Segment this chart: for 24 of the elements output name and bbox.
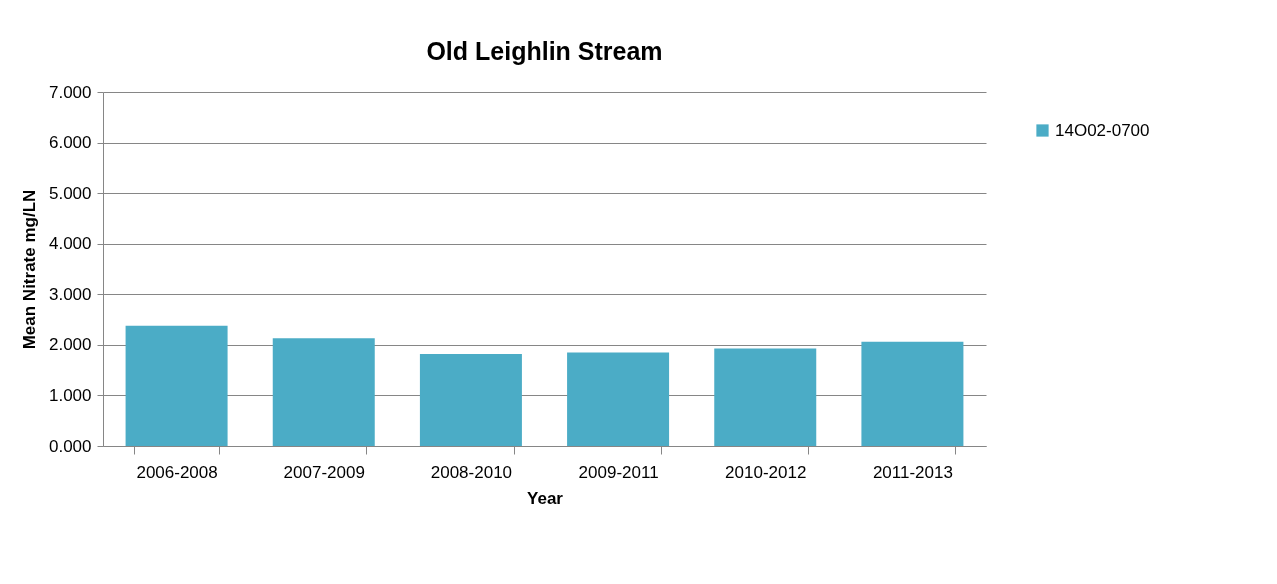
x-axis-title: Year bbox=[527, 488, 564, 508]
bar bbox=[272, 338, 375, 446]
x-tick-label: 2010-2012 bbox=[725, 462, 807, 482]
chart-title: Old Leighlin Stream bbox=[426, 37, 663, 65]
x-tick-label: 2006-2008 bbox=[136, 462, 218, 482]
y-tick-label: 6.000 bbox=[48, 133, 92, 153]
bar bbox=[861, 341, 964, 446]
x-tick-label: 2011-2013 bbox=[872, 462, 953, 482]
y-axis-title: Mean Nitrate mg/LN bbox=[19, 189, 39, 350]
legend-label: 14O02-0700 bbox=[1055, 120, 1150, 140]
y-tick-label: 4.000 bbox=[48, 234, 92, 254]
x-tick-label: 2009-2011 bbox=[578, 462, 659, 482]
y-tick-label: 2.000 bbox=[48, 335, 92, 355]
bar bbox=[714, 348, 817, 446]
bar bbox=[419, 353, 522, 446]
bar bbox=[125, 325, 228, 446]
y-tick-label: 0.000 bbox=[48, 436, 92, 456]
y-tick-label: 5.000 bbox=[48, 183, 92, 203]
y-tick-label: 3.000 bbox=[48, 284, 92, 304]
bar bbox=[567, 352, 670, 446]
x-tick-label: 2007-2009 bbox=[283, 462, 365, 482]
x-tick-label: 2008-2010 bbox=[430, 462, 513, 482]
y-tick-label: 7.000 bbox=[48, 82, 92, 102]
y-tick-label: 1.000 bbox=[48, 385, 92, 405]
